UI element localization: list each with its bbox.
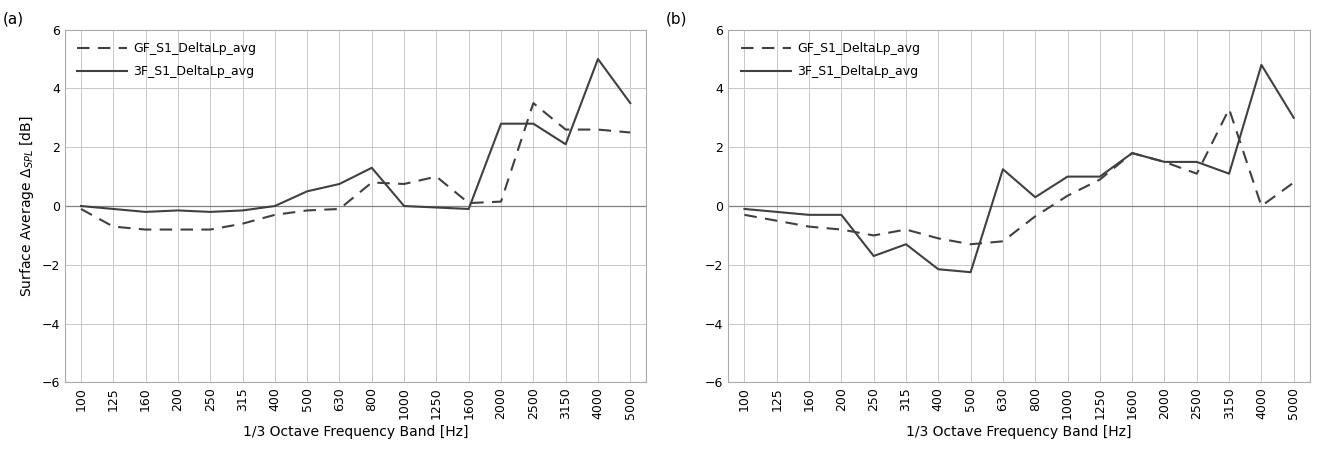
3F_S1_DeltaLp_avg [1189, 159, 1205, 165]
3F_S1_DeltaLp_avg [801, 212, 816, 217]
GF_S1_DeltaLp_avg [737, 212, 753, 217]
3F_S1_DeltaLp_avg [363, 165, 379, 171]
3F_S1_DeltaLp_avg [73, 203, 89, 209]
Y-axis label: Surface Average $\Delta_{SPL}$ [dB]: Surface Average $\Delta_{SPL}$ [dB] [18, 115, 36, 297]
3F_S1_DeltaLp_avg [834, 212, 849, 217]
Legend: GF_S1_DeltaLp_avg, 3F_S1_DeltaLp_avg: GF_S1_DeltaLp_avg, 3F_S1_DeltaLp_avg [734, 36, 926, 84]
GF_S1_DeltaLp_avg [1285, 180, 1301, 185]
GF_S1_DeltaLp_avg [1028, 214, 1044, 219]
Text: (b): (b) [666, 11, 687, 26]
3F_S1_DeltaLp_avg [1285, 115, 1301, 121]
GF_S1_DeltaLp_avg [898, 227, 914, 232]
Line: GF_S1_DeltaLp_avg: GF_S1_DeltaLp_avg [745, 109, 1293, 244]
3F_S1_DeltaLp_avg [930, 266, 946, 272]
3F_S1_DeltaLp_avg [235, 208, 251, 213]
3F_S1_DeltaLp_avg [1092, 174, 1108, 179]
GF_S1_DeltaLp_avg [170, 227, 186, 232]
GF_S1_DeltaLp_avg [1157, 159, 1173, 165]
3F_S1_DeltaLp_avg [865, 253, 881, 259]
GF_S1_DeltaLp_avg [1124, 150, 1140, 156]
GF_S1_DeltaLp_avg [396, 181, 412, 187]
3F_S1_DeltaLp_avg [396, 203, 412, 209]
3F_S1_DeltaLp_avg [963, 270, 979, 275]
GF_S1_DeltaLp_avg [428, 174, 444, 179]
GF_S1_DeltaLp_avg [202, 227, 218, 232]
GF_S1_DeltaLp_avg [1221, 106, 1236, 112]
3F_S1_DeltaLp_avg [557, 142, 573, 147]
3F_S1_DeltaLp_avg [461, 206, 477, 211]
Line: 3F_S1_DeltaLp_avg: 3F_S1_DeltaLp_avg [81, 59, 630, 212]
GF_S1_DeltaLp_avg [106, 224, 122, 230]
3F_S1_DeltaLp_avg [1059, 174, 1075, 179]
X-axis label: 1/3 Octave Frequency Band [Hz]: 1/3 Octave Frequency Band [Hz] [906, 425, 1132, 439]
GF_S1_DeltaLp_avg [461, 200, 477, 206]
3F_S1_DeltaLp_avg [137, 209, 153, 215]
3F_S1_DeltaLp_avg [995, 166, 1011, 172]
3F_S1_DeltaLp_avg [170, 208, 186, 213]
Line: GF_S1_DeltaLp_avg: GF_S1_DeltaLp_avg [81, 103, 630, 230]
GF_S1_DeltaLp_avg [300, 208, 316, 213]
3F_S1_DeltaLp_avg [1124, 150, 1140, 156]
GF_S1_DeltaLp_avg [1189, 171, 1205, 176]
GF_S1_DeltaLp_avg [995, 238, 1011, 244]
3F_S1_DeltaLp_avg [526, 121, 542, 126]
GF_S1_DeltaLp_avg [363, 180, 379, 185]
3F_S1_DeltaLp_avg [493, 121, 509, 126]
3F_S1_DeltaLp_avg [622, 100, 638, 106]
Legend: GF_S1_DeltaLp_avg, 3F_S1_DeltaLp_avg: GF_S1_DeltaLp_avg, 3F_S1_DeltaLp_avg [71, 36, 263, 84]
3F_S1_DeltaLp_avg [106, 206, 122, 211]
3F_S1_DeltaLp_avg [202, 209, 218, 215]
GF_S1_DeltaLp_avg [769, 218, 785, 224]
3F_S1_DeltaLp_avg [1221, 171, 1236, 176]
3F_S1_DeltaLp_avg [1254, 62, 1269, 68]
GF_S1_DeltaLp_avg [73, 206, 89, 211]
GF_S1_DeltaLp_avg [526, 100, 542, 106]
Text: (a): (a) [3, 11, 24, 26]
3F_S1_DeltaLp_avg [737, 206, 753, 211]
GF_S1_DeltaLp_avg [267, 212, 283, 217]
GF_S1_DeltaLp_avg [235, 221, 251, 226]
GF_S1_DeltaLp_avg [137, 227, 153, 232]
GF_S1_DeltaLp_avg [622, 130, 638, 135]
GF_S1_DeltaLp_avg [801, 224, 816, 230]
3F_S1_DeltaLp_avg [300, 189, 316, 194]
GF_S1_DeltaLp_avg [493, 199, 509, 204]
GF_S1_DeltaLp_avg [1092, 177, 1108, 182]
GF_S1_DeltaLp_avg [930, 236, 946, 241]
3F_S1_DeltaLp_avg [590, 56, 606, 62]
GF_S1_DeltaLp_avg [1059, 193, 1075, 198]
3F_S1_DeltaLp_avg [898, 242, 914, 247]
3F_S1_DeltaLp_avg [332, 181, 347, 187]
GF_S1_DeltaLp_avg [963, 242, 979, 247]
GF_S1_DeltaLp_avg [590, 127, 606, 132]
Line: 3F_S1_DeltaLp_avg: 3F_S1_DeltaLp_avg [745, 65, 1293, 272]
GF_S1_DeltaLp_avg [865, 233, 881, 238]
3F_S1_DeltaLp_avg [769, 209, 785, 215]
GF_S1_DeltaLp_avg [834, 227, 849, 232]
GF_S1_DeltaLp_avg [332, 206, 347, 211]
3F_S1_DeltaLp_avg [267, 203, 283, 209]
3F_S1_DeltaLp_avg [1157, 159, 1173, 165]
X-axis label: 1/3 Octave Frequency Band [Hz]: 1/3 Octave Frequency Band [Hz] [243, 425, 469, 439]
GF_S1_DeltaLp_avg [1254, 203, 1269, 209]
3F_S1_DeltaLp_avg [1028, 194, 1044, 200]
GF_S1_DeltaLp_avg [557, 127, 573, 132]
3F_S1_DeltaLp_avg [428, 205, 444, 210]
